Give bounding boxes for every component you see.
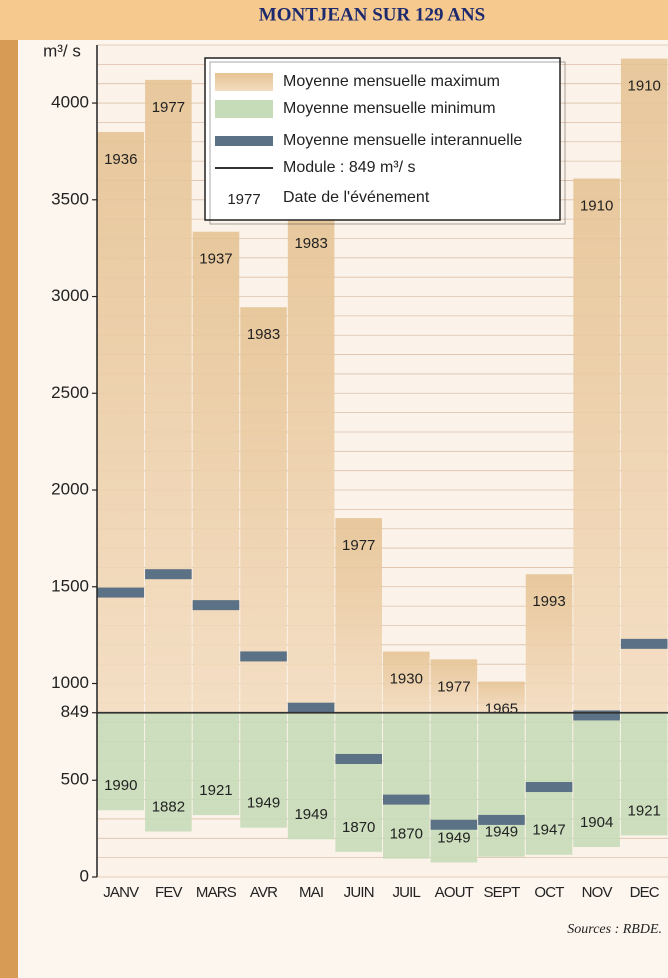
min-year: 1870: [390, 826, 423, 843]
x-tick-label: OCT: [534, 884, 564, 901]
mean-bar: [240, 651, 287, 661]
y-tick-label: 3500: [51, 189, 89, 208]
min-bar: [193, 713, 240, 815]
max-bar: [193, 232, 240, 713]
x-tick-label: DEC: [630, 884, 660, 901]
min-year: 1949: [437, 829, 470, 846]
x-tick-label: JUIN: [344, 884, 374, 901]
page: {"chart_data": {"type": "range-bar", "ti…: [0, 0, 668, 978]
max-bar: [288, 216, 335, 712]
min-bar: [98, 713, 145, 811]
x-tick-label: FEV: [155, 884, 183, 901]
legend: Moyenne mensuelle maximum Moyenne mensue…: [205, 58, 565, 224]
max-year: 1983: [294, 235, 327, 252]
min-year: 1904: [580, 814, 613, 831]
max-year: 1936: [104, 151, 137, 168]
y-tick-label: 1000: [51, 673, 89, 692]
min-year: 1921: [199, 782, 232, 799]
legend-label: Moyenne mensuelle interannuelle: [283, 132, 522, 149]
source: Sources : RBDE.: [567, 922, 662, 937]
max-bar: [145, 80, 192, 713]
max-year: 1910: [628, 78, 661, 95]
mean-bar: [526, 782, 573, 792]
min-year: 1921: [628, 802, 661, 819]
x-tick-label: MARS: [196, 884, 237, 901]
mean-bar: [621, 639, 668, 649]
x-tick-label: JUIL: [392, 884, 420, 901]
max-bar: [98, 132, 145, 713]
x-tick-label: AVR: [250, 884, 278, 901]
max-bar: [573, 179, 620, 713]
mean-bar: [383, 795, 430, 805]
legend-swatch: [215, 136, 273, 146]
x-tick-label: MAI: [299, 884, 323, 901]
y-tick-label: 3000: [51, 286, 89, 305]
min-year: 1949: [485, 824, 518, 841]
max-year: 1983: [247, 326, 280, 343]
y-tick-label: 4000: [51, 93, 89, 112]
y-tick-label: 2000: [51, 480, 89, 499]
y-tick-label: 2500: [51, 383, 89, 402]
y-tick-label: 500: [61, 770, 89, 789]
min-year: 1990: [104, 777, 137, 794]
y-tick-label: 1500: [51, 576, 89, 595]
max-year: 1910: [580, 197, 613, 214]
legend-sample: 1977: [227, 191, 260, 208]
chart: MONTJEAN SUR 129 ANS m³/ s Sources : RBD…: [0, 0, 668, 978]
max-year: 1930: [390, 671, 423, 688]
mean-bar: [145, 569, 192, 579]
mean-bar: [431, 820, 478, 830]
max-year: 1993: [532, 593, 565, 610]
mean-bar: [288, 703, 335, 713]
max-year: 1977: [342, 537, 375, 554]
mean-bar: [335, 754, 382, 764]
y-tick-label: 849: [61, 702, 89, 721]
max-year: 1965: [485, 701, 518, 718]
y-axis-label: m³/ s: [43, 41, 81, 60]
chart-title: MONTJEAN SUR 129 ANS: [259, 4, 485, 25]
legend-swatch: [215, 73, 273, 91]
x-tick-label: AOUT: [435, 884, 474, 901]
min-year: 1870: [342, 819, 375, 836]
x-tick-label: SEPT: [483, 884, 520, 901]
min-year: 1949: [294, 806, 327, 823]
y-tick-label: 0: [80, 866, 89, 885]
min-year: 1882: [152, 798, 185, 815]
mean-bar: [193, 600, 240, 610]
mean-bar: [98, 588, 145, 598]
max-year: 1977: [437, 678, 470, 695]
min-year: 1947: [532, 822, 565, 839]
legend-label: Moyenne mensuelle maximum: [283, 73, 500, 90]
max-year: 1977: [152, 99, 185, 116]
max-bar: [621, 59, 668, 713]
x-tick-label: JANV: [103, 884, 139, 901]
legend-label: Moyenne mensuelle minimum: [283, 100, 496, 117]
legend-swatch: [215, 100, 273, 118]
side-band: [0, 40, 18, 978]
legend-label: Date de l'événement: [283, 189, 430, 206]
max-year: 1937: [199, 251, 232, 268]
min-year: 1949: [247, 795, 280, 812]
legend-label: Module : 849 m³/ s: [283, 159, 416, 176]
x-tick-label: NOV: [582, 884, 613, 901]
